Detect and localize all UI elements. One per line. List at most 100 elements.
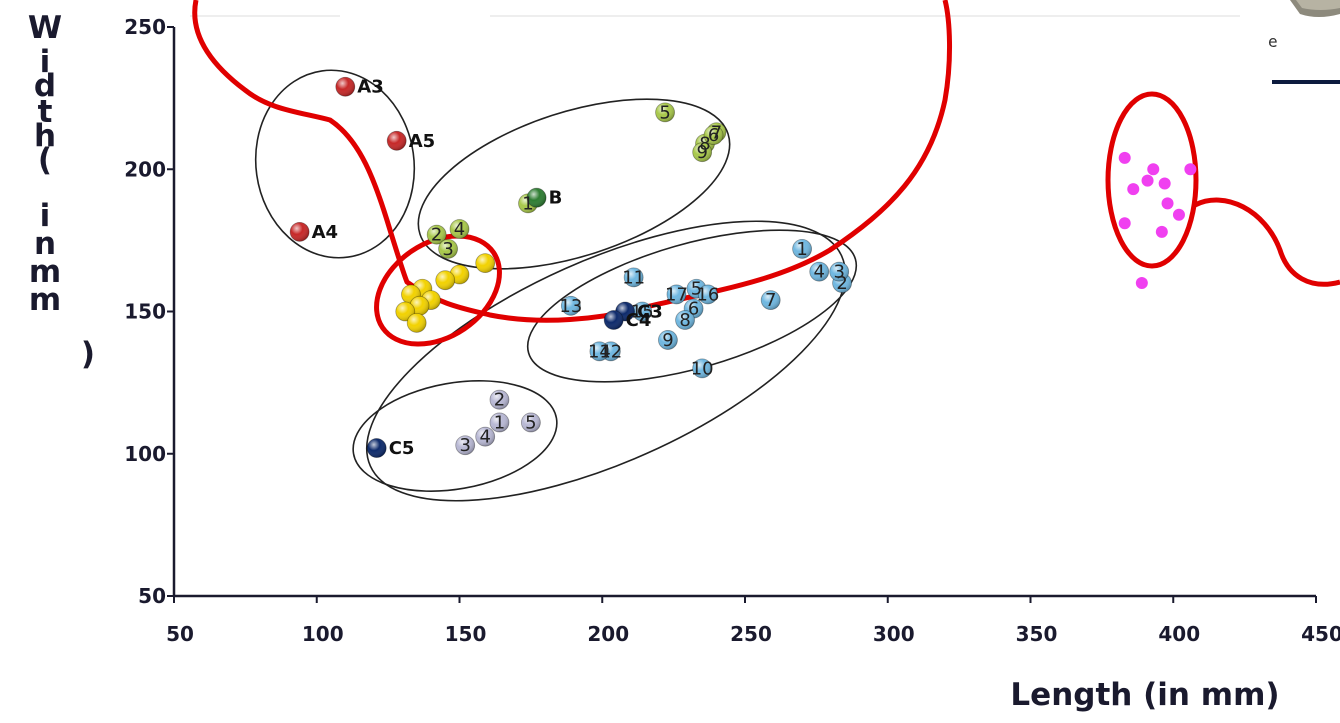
data-point — [386, 130, 407, 151]
corner-label: e — [1268, 32, 1278, 51]
data-point — [1158, 177, 1171, 190]
point-label: 17 — [665, 284, 688, 305]
y-axis-title-char: ) — [81, 336, 95, 372]
data-point — [449, 219, 470, 239]
point-shine — [290, 222, 310, 242]
point-dot — [1135, 277, 1148, 290]
point-dot — [1172, 208, 1185, 221]
data-point — [1172, 208, 1185, 221]
y-axis-title-char: ( — [38, 142, 52, 178]
y-axis-title-char: t — [38, 94, 53, 130]
point-shine — [527, 188, 547, 208]
point-shine — [632, 302, 652, 321]
y-tick-label: 100 — [124, 442, 166, 466]
point-shine — [521, 412, 541, 432]
point-shine — [455, 435, 475, 455]
data-point — [703, 125, 724, 146]
data-point — [1118, 217, 1131, 230]
y-axis-title-char: i — [40, 198, 51, 234]
data-point — [1127, 183, 1140, 196]
y-tick-label: 150 — [124, 300, 166, 324]
data-point — [1147, 163, 1160, 176]
point-shine — [666, 284, 686, 304]
point-label: 9 — [662, 330, 673, 351]
point-label: 11 — [622, 267, 645, 288]
x-tick-label: 200 — [587, 622, 629, 646]
data-point — [655, 102, 675, 123]
data-point — [475, 253, 496, 274]
data-point — [475, 426, 496, 447]
point-shine — [435, 270, 455, 290]
point-shine — [475, 427, 495, 447]
point-label: 9 — [696, 142, 707, 163]
point-shine — [692, 358, 712, 378]
point-label: 5 — [691, 279, 702, 300]
data-point — [692, 142, 713, 163]
data-point — [792, 239, 812, 259]
data-point — [1155, 225, 1168, 238]
x-tick-label: 450 — [1301, 622, 1340, 646]
data-point — [426, 224, 447, 245]
x-tick-label: 350 — [1016, 622, 1058, 646]
point-shine — [489, 412, 509, 432]
point-label: 2 — [431, 225, 442, 246]
data-point — [809, 261, 830, 282]
x-tick-label: 400 — [1158, 622, 1200, 646]
data-point — [489, 389, 510, 410]
point-label: 15 — [631, 302, 654, 323]
point-label: A5 — [409, 131, 435, 152]
data-point — [623, 267, 644, 288]
data-point — [658, 330, 678, 350]
data-point — [1161, 197, 1174, 210]
point-dot — [1161, 197, 1174, 210]
data-point — [1184, 163, 1197, 176]
x-tick-label: 300 — [873, 622, 915, 646]
point-shine — [675, 310, 695, 330]
data-point — [520, 412, 541, 433]
point-label: 6 — [708, 125, 719, 146]
point-dot — [1158, 177, 1171, 190]
point-label: 8 — [699, 134, 710, 155]
y-axis-title-char: n — [34, 226, 56, 262]
red-callout-tail-right — [1193, 197, 1340, 287]
point-label: 3 — [459, 435, 470, 456]
point-shine — [438, 239, 458, 259]
data-point — [1141, 174, 1154, 187]
y-tick-label: 50 — [138, 584, 166, 608]
data-point — [366, 438, 387, 458]
y-axis-title-char: W — [28, 10, 62, 46]
point-shine — [410, 296, 430, 316]
point-dot — [1141, 174, 1154, 187]
point-label: 5 — [659, 102, 670, 123]
cluster-ellipse-a — [254, 69, 416, 259]
data-points — [289, 76, 1197, 458]
point-label: 16 — [696, 284, 719, 305]
point-label: C3 — [637, 302, 663, 323]
point-shine — [335, 77, 355, 97]
point-shine — [761, 290, 781, 310]
point-shine — [387, 131, 407, 151]
point-label: 7 — [765, 290, 776, 311]
data-point — [1135, 277, 1148, 290]
point-label: 14 — [588, 341, 611, 362]
red-ellipse-pink-cluster — [1105, 91, 1199, 269]
x-tick-label: 50 — [166, 622, 194, 646]
y-axis-title-char: m — [29, 254, 61, 290]
point-label: A3 — [357, 77, 383, 98]
point-shine — [450, 265, 469, 285]
point-label: 2 — [836, 273, 847, 294]
point-shine — [427, 225, 447, 245]
point-shine — [655, 102, 675, 122]
point-shine — [704, 125, 724, 145]
point-label: 4 — [454, 219, 465, 240]
point-label: B — [549, 188, 563, 209]
data-point — [829, 261, 850, 282]
point-label: 12 — [599, 341, 622, 362]
point-label: 13 — [559, 296, 582, 317]
data-point — [692, 358, 713, 379]
data-point — [675, 310, 695, 330]
point-label: 3 — [442, 239, 453, 260]
point-dot — [1127, 183, 1140, 196]
data-point — [697, 284, 718, 305]
data-point — [560, 295, 581, 316]
